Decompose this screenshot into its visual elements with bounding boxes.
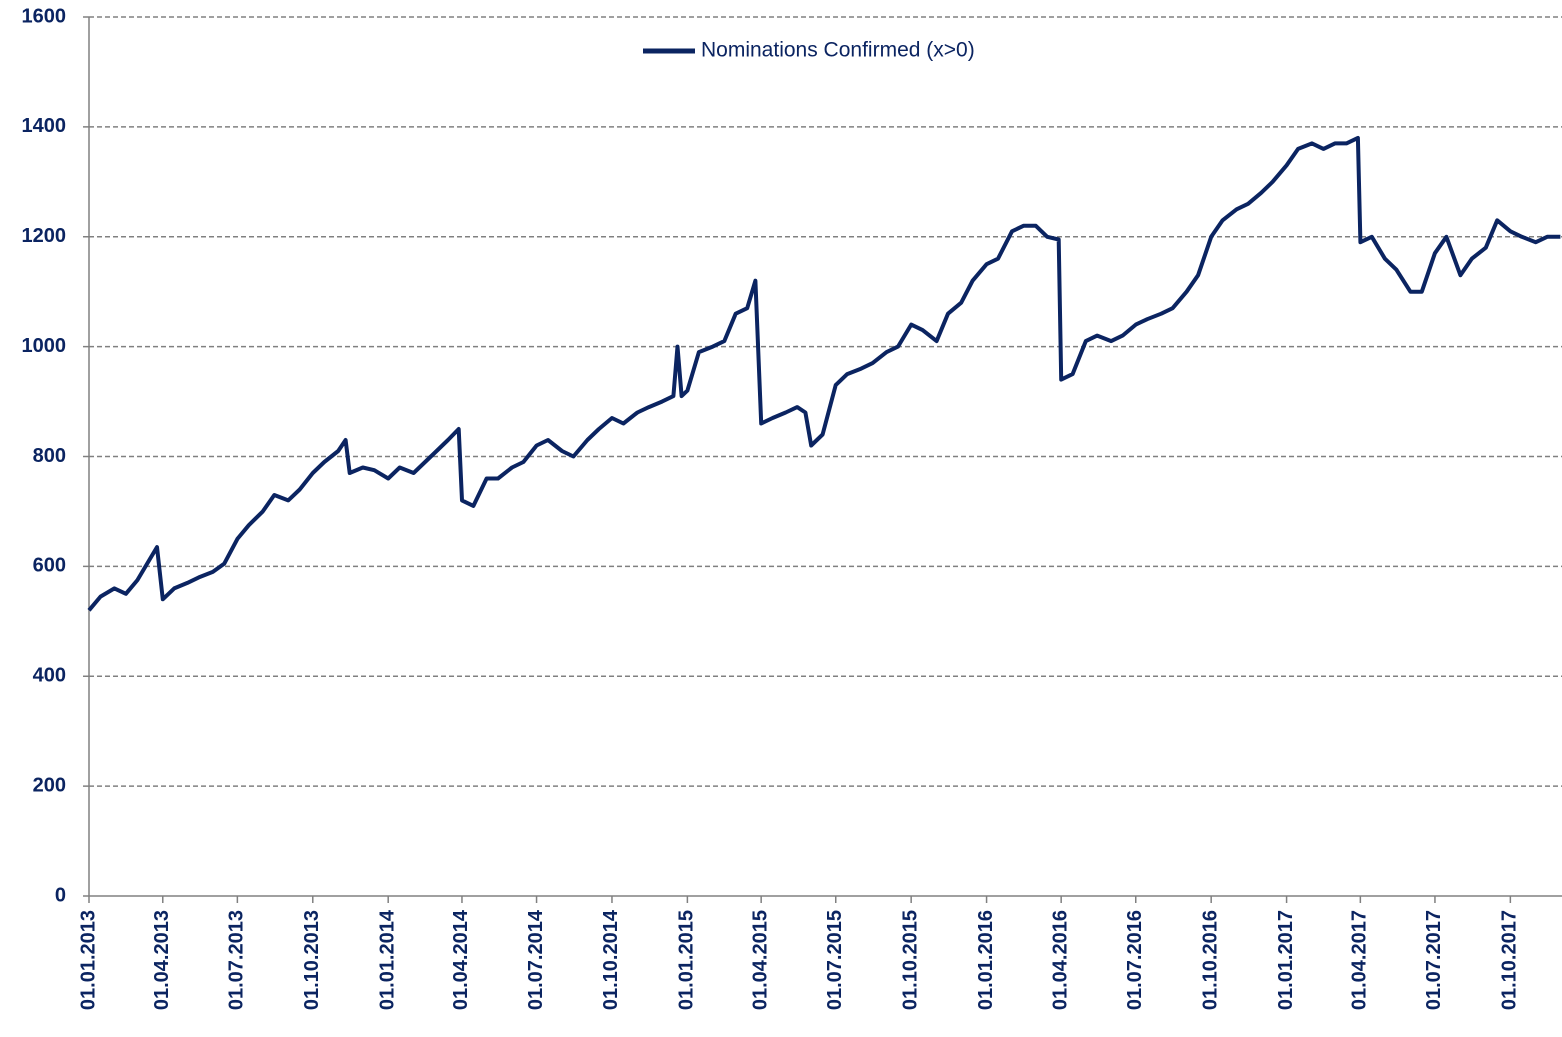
y-tick-label: 1200 <box>22 225 67 247</box>
x-tick-label: 01.07.2016 <box>1124 910 1146 1010</box>
y-tick-label: 0 <box>55 884 66 906</box>
legend-label: Nominations Confirmed (x>0) <box>701 39 975 62</box>
x-tick-label: 01.04.2016 <box>1049 910 1071 1010</box>
x-tick-label: 01.04.2015 <box>749 910 771 1010</box>
x-tick-label: 01.10.2016 <box>1199 910 1221 1010</box>
x-tick-label: 01.01.2017 <box>1275 910 1297 1010</box>
x-tick-label: 01.04.2017 <box>1349 910 1371 1010</box>
x-tick-label: 01.04.2014 <box>450 909 472 1010</box>
y-tick-label: 1000 <box>22 335 67 357</box>
y-tick-label: 1600 <box>22 5 67 27</box>
y-tick-label: 800 <box>33 445 66 467</box>
x-tick-label: 01.07.2017 <box>1423 910 1445 1010</box>
x-tick-label: 01.10.2014 <box>600 909 622 1010</box>
y-tick-label: 1400 <box>22 115 67 137</box>
x-tick-label: 01.01.2015 <box>676 910 698 1010</box>
x-tick-label: 01.07.2015 <box>824 910 846 1010</box>
x-tick-label: 01.01.2014 <box>376 909 398 1010</box>
y-tick-label: 600 <box>33 555 66 577</box>
y-tick-label: 400 <box>33 665 66 687</box>
x-tick-label: 01.04.2013 <box>151 910 173 1010</box>
x-tick-label: 01.10.2015 <box>899 910 921 1010</box>
x-tick-label: 01.01.2016 <box>975 910 997 1010</box>
x-tick-label: 01.07.2013 <box>226 910 248 1010</box>
y-tick-label: 200 <box>33 774 66 796</box>
x-tick-label: 01.07.2014 <box>525 909 547 1010</box>
x-tick-label: 01.01.2013 <box>77 910 99 1010</box>
series-line <box>87 135 1561 612</box>
x-tick-label: 01.10.2013 <box>301 910 323 1010</box>
x-tick-label: 01.10.2017 <box>1499 910 1521 1010</box>
